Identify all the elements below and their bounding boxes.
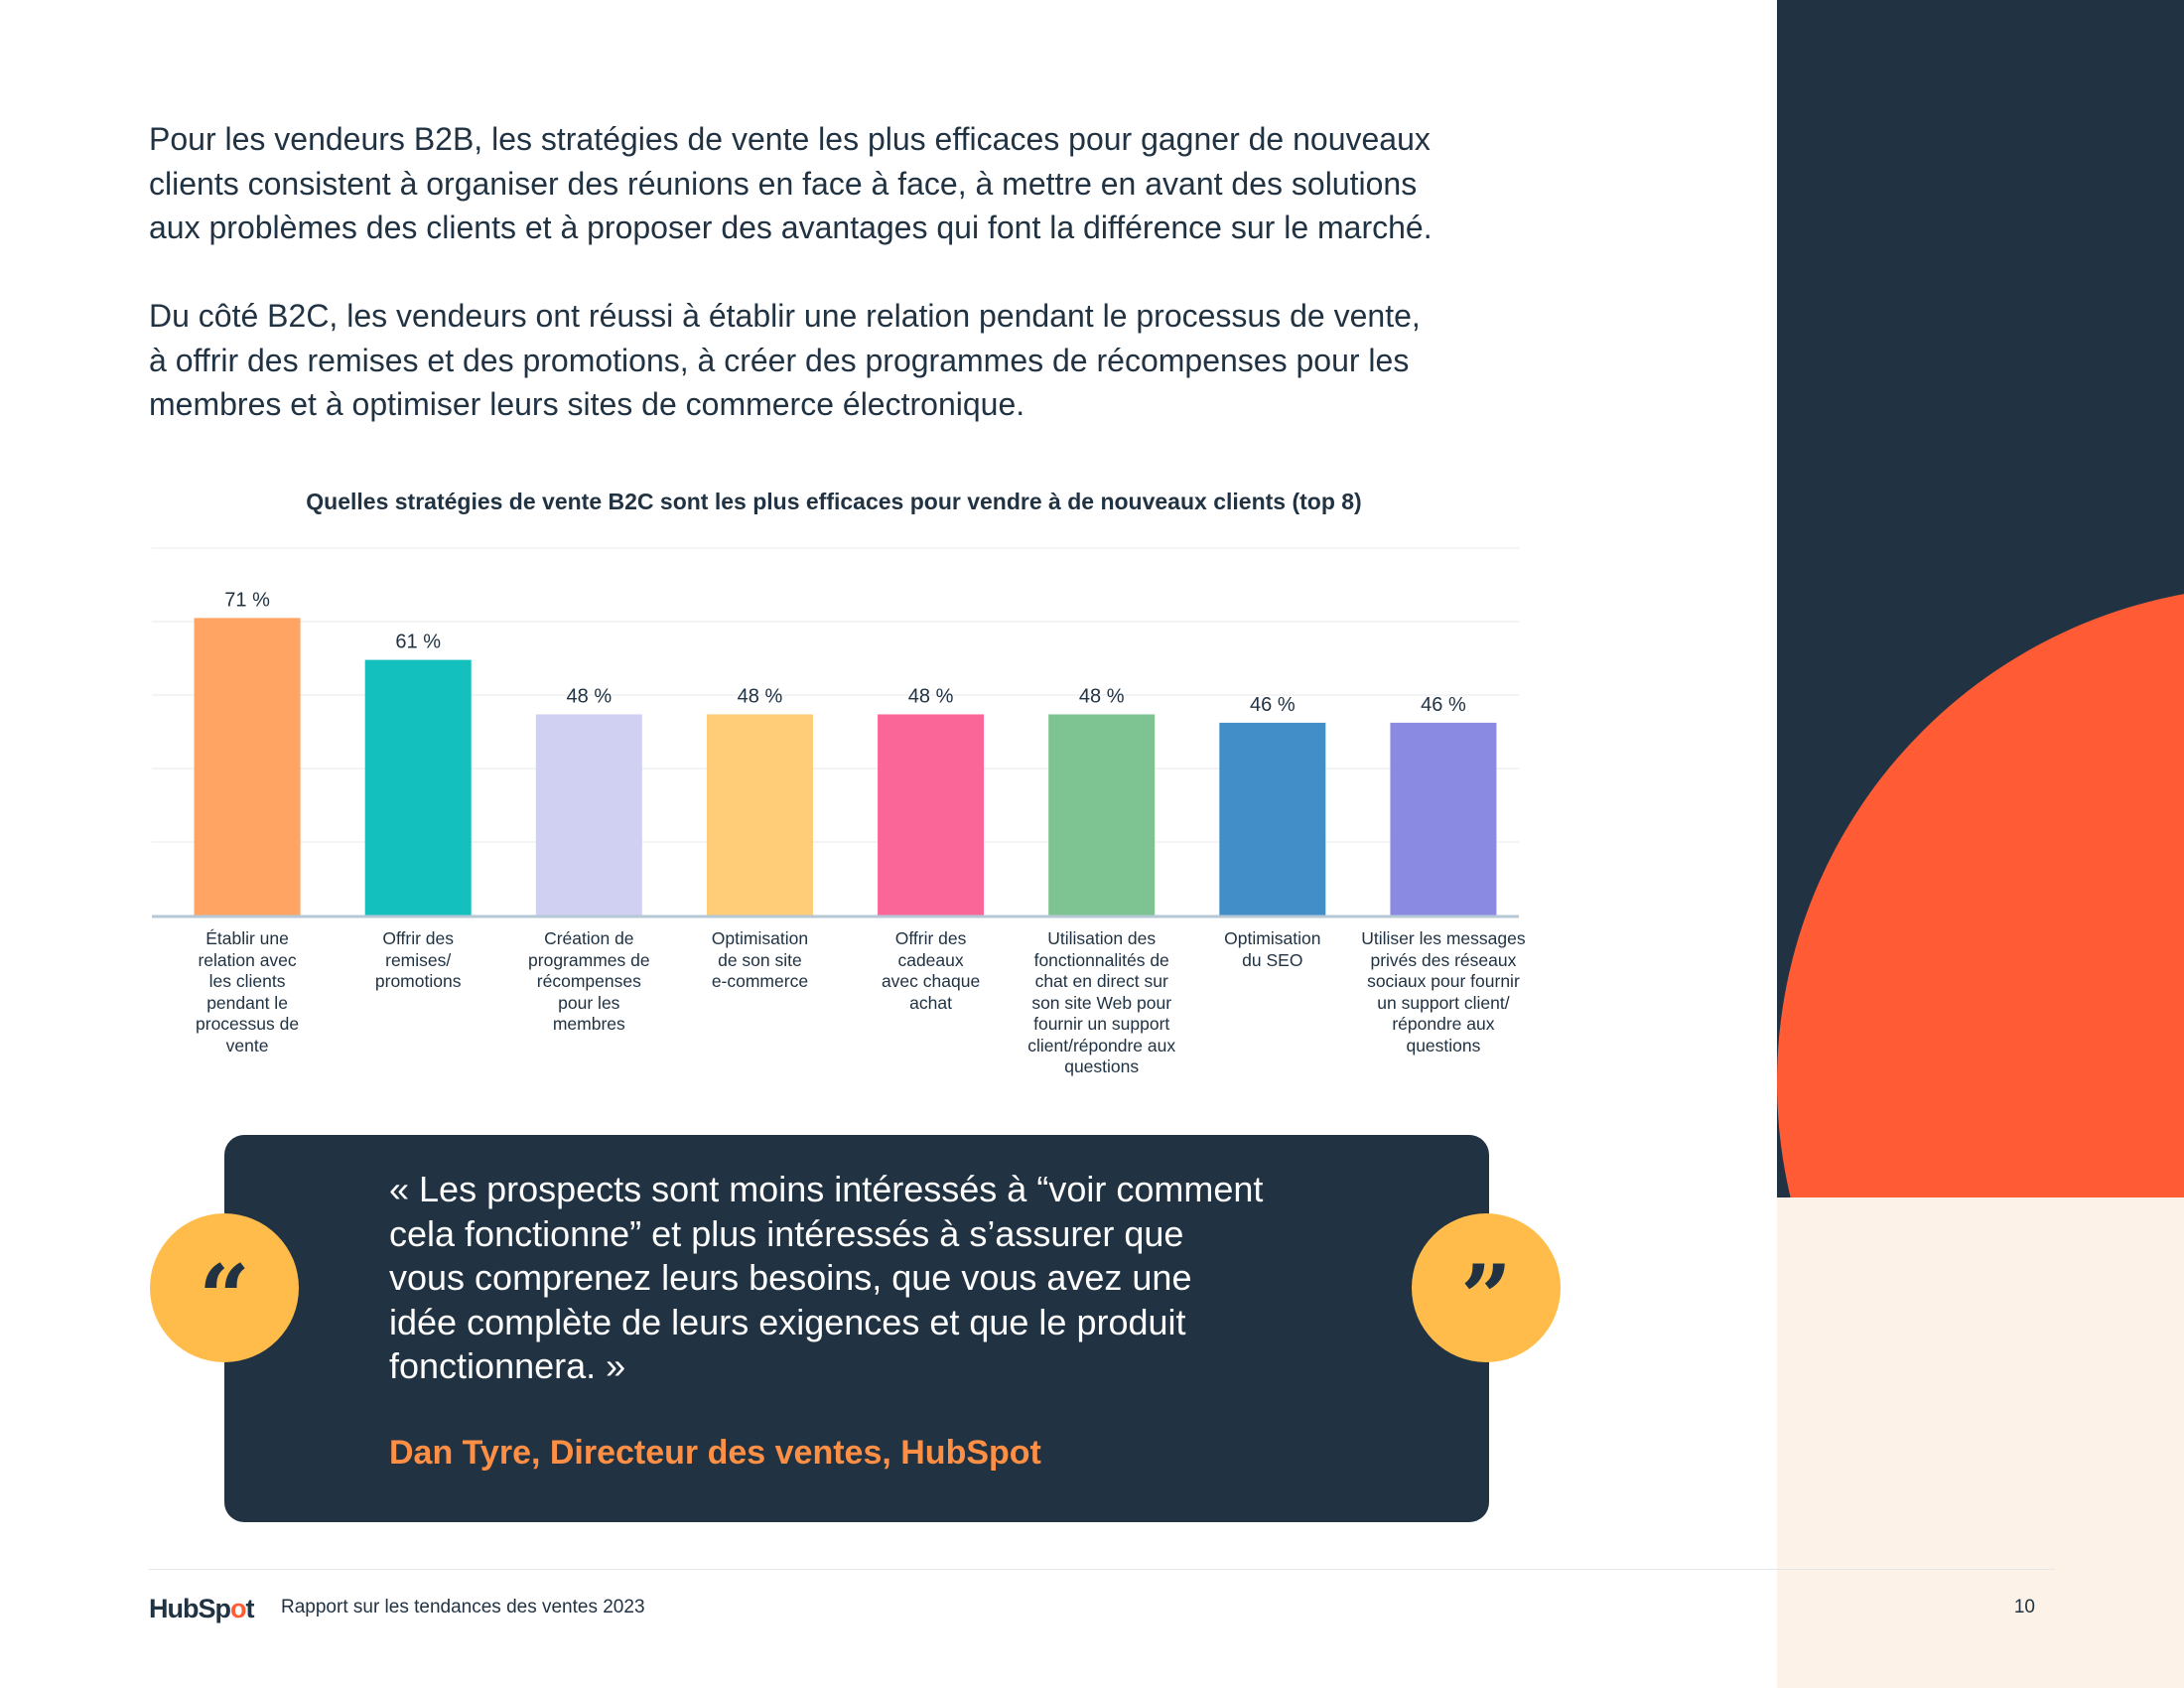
chart-category-label: Établir une relation avec les clients penda… (196, 928, 300, 1055)
chart-category-label: Offrir des remises/promotions (374, 928, 462, 991)
intro-paragraph-b2b: Pour les vendeurs B2B, les stratégies de… (149, 121, 1433, 245)
quote-text: « Les prospects sont moins intéressés à … (389, 1169, 1264, 1386)
decorative-cream-panel (1777, 1197, 2184, 1688)
chart-value-labels: 71 % 61 % 48 % 48 % 48 % 48 % 46 % 46 % (224, 589, 1466, 716)
chart-bar (535, 714, 642, 915)
chart-value-label: 48 % (908, 685, 954, 707)
chart-bars (194, 618, 1497, 915)
chart-bar (1219, 722, 1326, 915)
chart-value-label: 48 % (1079, 685, 1125, 707)
quote-card (224, 1135, 1489, 1522)
chart-value-label: 48 % (567, 685, 613, 707)
quote-author: Dan Tyre, Directeur des ventes, HubSpot (389, 1434, 1041, 1472)
page-number: 10 (2013, 1597, 2035, 1618)
intro-paragraph-b2c: Du côté B2C, les vendeurs ont réussi à é… (149, 298, 1421, 422)
chart-value-label: 46 % (1250, 694, 1296, 716)
chart-bar (194, 618, 301, 915)
close-quote-icon: ” (1412, 1213, 1561, 1362)
chart-value-label: 46 % (1421, 694, 1466, 716)
open-quote-icon: “ (150, 1213, 299, 1362)
chart-category-label: Offrir des cadeaux avec chaque achat (881, 928, 981, 1013)
chart-category-labels: Établir une relation avec les clients penda… (0, 928, 2184, 1087)
chart-bar (706, 714, 813, 915)
chart-value-label: 71 % (224, 589, 270, 611)
chart-category-label: Optimisation de son site e-commerce (711, 928, 809, 991)
chart-category-label: Utilisation des fonctionnalités de chat en… (1027, 928, 1176, 1076)
chart-bar (364, 659, 472, 915)
chart-bar (1048, 714, 1156, 915)
chart-category-label: Utiliser les messages privés des réseaux s… (1361, 928, 1526, 1055)
report-title: Rapport sur les tendances des ventes 202… (281, 1597, 645, 1618)
chart-title: Quelles stratégies de vente B2C sont les… (306, 489, 1362, 514)
hubspot-logo: HubSpot (149, 1594, 254, 1623)
decorative-dark-panel (1777, 0, 2184, 1197)
chart-bar (1390, 722, 1497, 915)
chart-value-label: 48 % (738, 685, 783, 707)
footer-divider (149, 1569, 2055, 1570)
chart-category-label: Création de programmes de récompenses pour … (528, 928, 650, 1034)
chart-bar (878, 714, 985, 915)
chart-category-label: Optimisation du SEO (1224, 928, 1321, 970)
chart-value-label: 61 % (395, 632, 441, 653)
